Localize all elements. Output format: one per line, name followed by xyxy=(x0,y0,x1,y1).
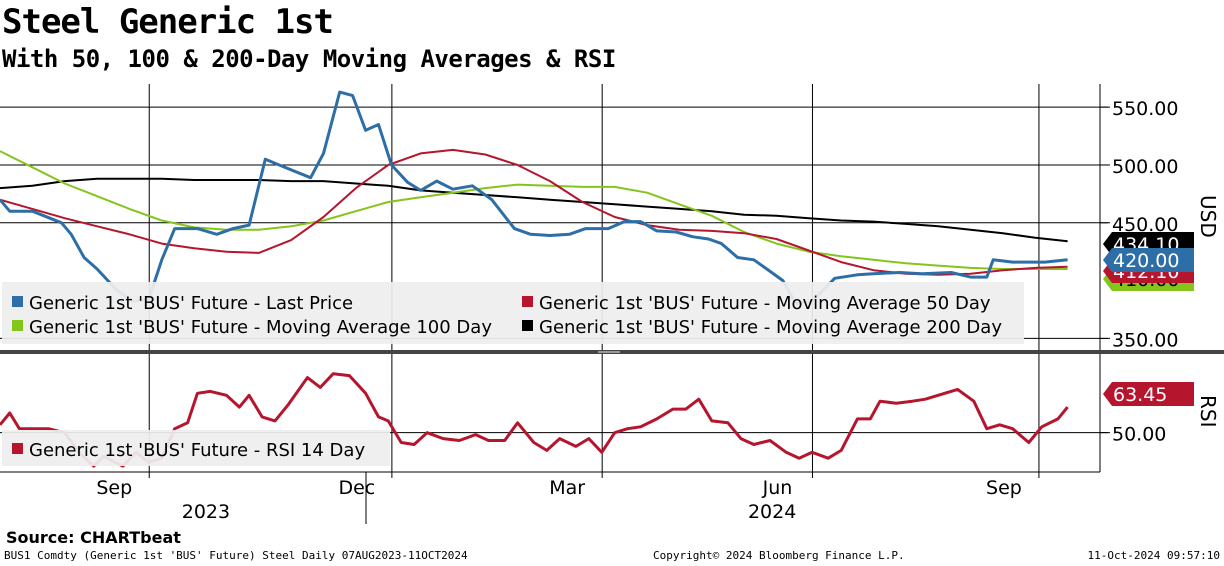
tag-price: 420.00 xyxy=(1103,248,1194,272)
price-tick-label: 450.00 xyxy=(1112,214,1178,236)
legend-swatch-rsi xyxy=(12,443,23,454)
legend-label-price: Generic 1st 'BUS' Future - Last Price xyxy=(29,293,353,314)
legend-label-ma100: Generic 1st 'BUS' Future - Moving Averag… xyxy=(29,317,492,338)
price-tick-label: 550.00 xyxy=(1112,98,1178,120)
rsi-legend: Generic 1st 'BUS' Future - RSI 14 Day xyxy=(2,430,390,466)
series-line-ma100 xyxy=(0,150,1068,270)
x-tick-label: Sep xyxy=(96,477,132,499)
footer-center: Copyright© 2024 Bloomberg Finance L.P. xyxy=(653,549,905,562)
x-tick-label: Dec xyxy=(338,477,375,499)
chart-title: Steel Generic 1st xyxy=(2,2,334,42)
rsi-axis-label: RSI xyxy=(1196,395,1220,428)
rsi-legend-background xyxy=(2,430,390,466)
legend-label-ma50: Generic 1st 'BUS' Future - Moving Averag… xyxy=(539,293,991,314)
legend-swatch-ma100 xyxy=(12,320,23,331)
rsi-panel-series xyxy=(0,372,1069,468)
tag-rsi-shape xyxy=(1103,382,1194,406)
series-line-ma50 xyxy=(0,148,1068,276)
legend-swatch-ma50 xyxy=(522,296,533,307)
x-tick-label: Mar xyxy=(549,477,585,499)
tag-price-shape xyxy=(1103,248,1194,272)
price-tick-label: 350.00 xyxy=(1112,329,1178,351)
source-note: Source: CHARTbeat xyxy=(6,528,181,547)
panel-separator-handle[interactable] xyxy=(598,351,620,353)
price-tick-label: 500.00 xyxy=(1112,156,1178,178)
legend-label-rsi: Generic 1st 'BUS' Future - RSI 14 Day xyxy=(29,440,365,461)
price-legend: Generic 1st 'BUS' Future - Last Price Ge… xyxy=(2,282,1024,344)
chart-subtitle: With 50, 100 & 200-Day Moving Averages &… xyxy=(2,45,616,73)
x-tick-label: Jun xyxy=(762,477,793,499)
year-label: 2023 xyxy=(182,501,230,523)
x-axis: Sep Dec Mar Jun Sep 2023 2024 xyxy=(0,471,1100,524)
footer-right: 11-Oct-2024 09:57:10 xyxy=(1087,549,1220,562)
tag-price-text: 420.00 xyxy=(1113,250,1179,272)
series-line-rsi xyxy=(0,372,1069,468)
legend-label-ma200: Generic 1st 'BUS' Future - Moving Averag… xyxy=(539,317,1002,338)
legend-swatch-ma200 xyxy=(522,320,533,331)
footer-left: BUS1 Comdty (Generic 1st 'BUS' Future) S… xyxy=(4,549,468,562)
tag-rsi: 63.45 xyxy=(1103,382,1194,406)
series-line-price xyxy=(0,90,1068,306)
tag-rsi-text: 63.45 xyxy=(1113,384,1167,406)
rsi-tick-label: 50.00 xyxy=(1112,424,1166,446)
price-legend-background xyxy=(2,282,1024,344)
x-tick-label: Sep xyxy=(986,477,1022,499)
series-line-ma200 xyxy=(0,177,1068,243)
price-panel-series xyxy=(0,90,1068,306)
price-axis-label: USD xyxy=(1196,195,1220,238)
legend-swatch-price xyxy=(12,296,23,307)
year-label: 2024 xyxy=(748,501,796,523)
